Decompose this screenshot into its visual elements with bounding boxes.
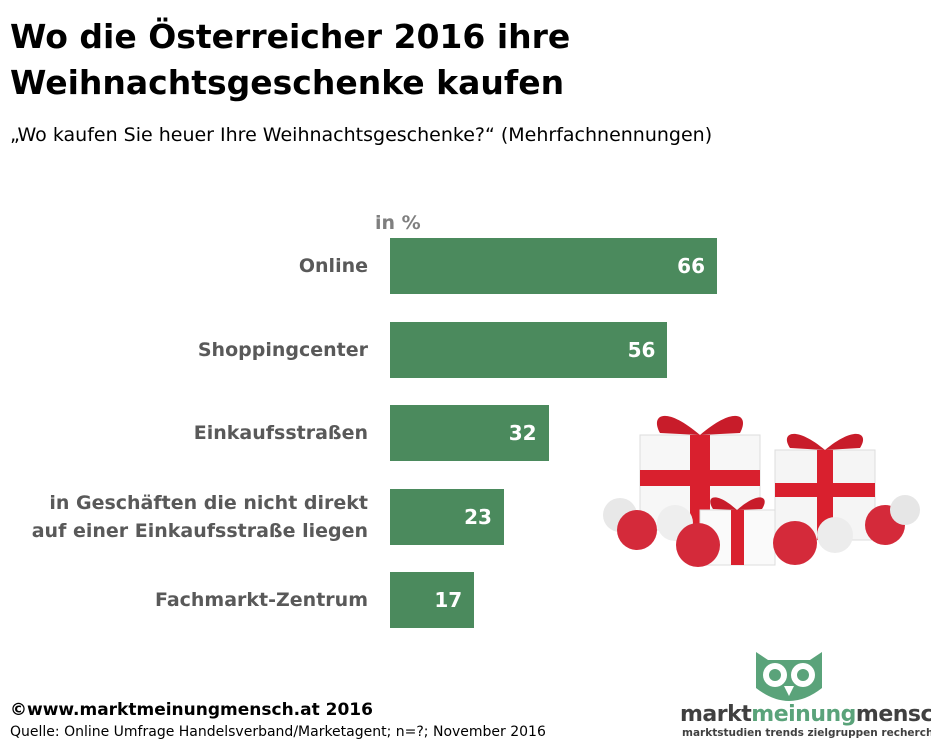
bar xyxy=(390,405,549,461)
y-tick-label: Fachmarkt-Zentrum xyxy=(154,589,368,611)
bar xyxy=(390,321,668,378)
bar xyxy=(390,572,475,628)
logo-part: markt xyxy=(680,702,752,727)
logo-part: meinung xyxy=(751,702,856,727)
value-label: 66 xyxy=(677,254,706,278)
copyright: ©www.marktmeinungmensch.at 2016 xyxy=(10,700,373,720)
source-note: Quelle: Online Umfrage Handelsverband/Ma… xyxy=(10,724,546,740)
value-label: 17 xyxy=(434,588,463,612)
y-tick-label: Shoppingcenter xyxy=(197,338,368,361)
value-label: 23 xyxy=(464,504,492,529)
gift-illustration xyxy=(603,415,920,567)
chart-title: Wo die Österreicher 2016 ihre Weihnachts… xyxy=(10,17,571,102)
chart-subtitle: „Wo kaufen Sie heuer Ihre Weihnachtsgesc… xyxy=(10,124,713,146)
bar xyxy=(390,488,504,545)
unit-label: in % xyxy=(375,212,421,234)
bar xyxy=(390,238,718,294)
logo-text: marktmeinungmensch xyxy=(680,702,931,727)
logo-owl xyxy=(756,652,822,701)
logo-part: mensch xyxy=(855,702,931,727)
y-tick-label: in Geschäften die nicht direkt auf einer… xyxy=(31,491,368,542)
value-label: 32 xyxy=(508,421,537,445)
value-label: 56 xyxy=(627,337,656,362)
y-tick-label: Einkaufsstraßen xyxy=(193,422,368,444)
logo-tagline: marktstudien trends zielgruppen recherch… xyxy=(682,727,931,739)
y-tick-label: Online xyxy=(298,255,368,277)
